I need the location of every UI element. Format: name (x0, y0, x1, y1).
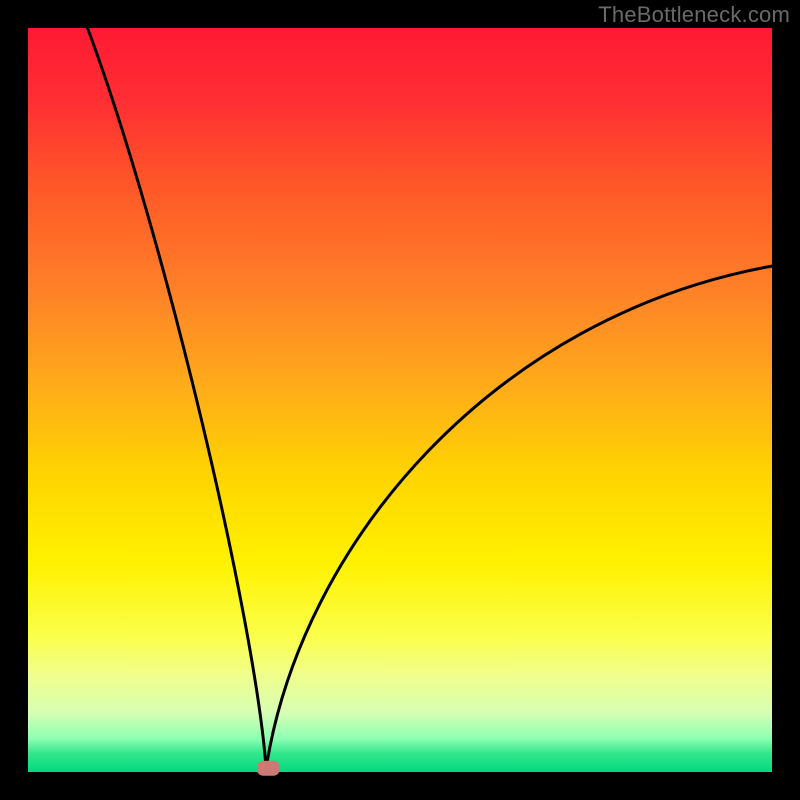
figure-canvas: TheBottleneck.com (0, 0, 800, 800)
plot-background (28, 28, 772, 772)
watermark-text: TheBottleneck.com (598, 2, 790, 28)
optimal-point-marker (257, 761, 279, 775)
bottleneck-chart (0, 0, 800, 800)
